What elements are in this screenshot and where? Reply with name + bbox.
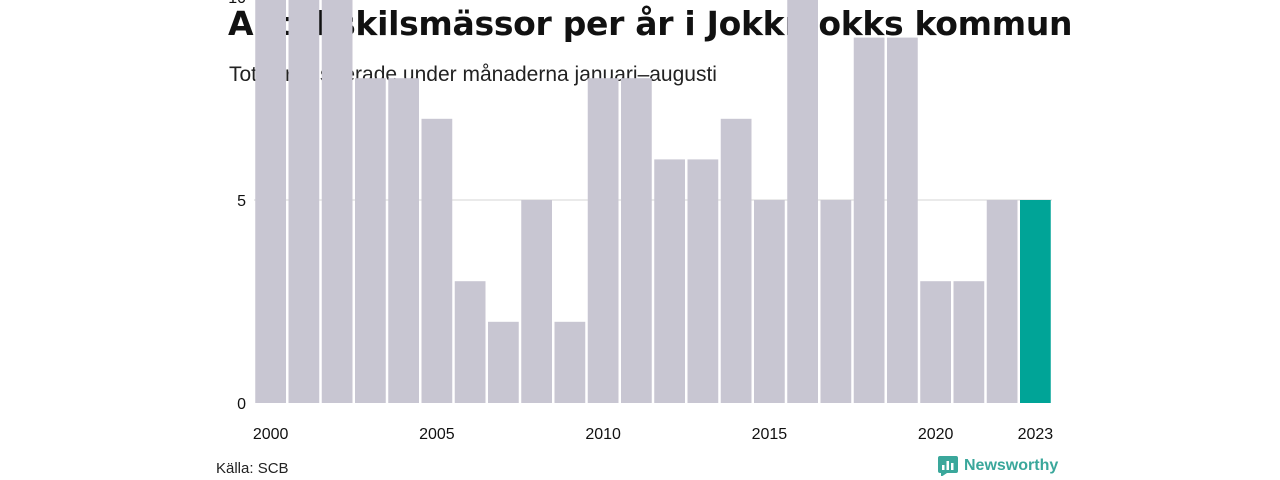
newsworthy-icon (938, 456, 958, 476)
y-tick-label-0: 0 (237, 396, 246, 413)
bar-2022 (986, 200, 1018, 403)
bar-2007 (488, 321, 519, 403)
bar-2015 (754, 200, 785, 403)
x-tick-label-2015: 2015 (752, 426, 788, 443)
grid-lines (254, 199, 1052, 201)
brand-name: Newsworthy (964, 457, 1059, 474)
y-tick-label-5: 5 (237, 193, 246, 210)
y-axis-ticks: 0 5 10 (228, 0, 246, 413)
chart-title: Antal skilsmässor per år i Jokkmokks kom… (228, 4, 1073, 43)
bar-2023 (1020, 200, 1051, 403)
bar-2019 (887, 37, 918, 403)
bar-2014 (720, 118, 752, 404)
source-note: Källa: SCB (216, 460, 289, 477)
x-tick-label-2010: 2010 (585, 426, 621, 443)
newsworthy-logo: Newsworthy (938, 456, 1058, 476)
bar-2005 (421, 118, 453, 404)
bar-2021 (953, 281, 985, 403)
bar-2013 (687, 159, 719, 403)
bar-2020 (920, 281, 951, 403)
x-tick-label-2005: 2005 (419, 426, 455, 443)
bar-2006 (454, 281, 486, 403)
bar-2010 (587, 78, 619, 403)
bar-2003 (355, 78, 386, 403)
bar-2018 (853, 37, 885, 403)
bar-2001 (288, 0, 320, 404)
bar-2012 (654, 159, 685, 403)
bar-2000 (255, 0, 286, 404)
x-tick-label-2000: 2000 (253, 426, 289, 443)
x-tick-label-2023: 2023 (1018, 426, 1054, 443)
bar-2004 (388, 78, 419, 403)
bar-2008 (521, 200, 552, 403)
x-axis-ticks: 2000 2005 2010 2015 2020 2023 (253, 426, 1053, 443)
x-tick-label-2020: 2020 (918, 426, 954, 443)
bar-2016 (787, 0, 818, 404)
y-tick-label-10: 10 (228, 0, 246, 7)
bar-2009 (554, 321, 586, 403)
bars (255, 0, 1051, 404)
bar-2002 (321, 0, 353, 403)
bar-2017 (820, 200, 852, 403)
bar-2011 (621, 78, 652, 403)
